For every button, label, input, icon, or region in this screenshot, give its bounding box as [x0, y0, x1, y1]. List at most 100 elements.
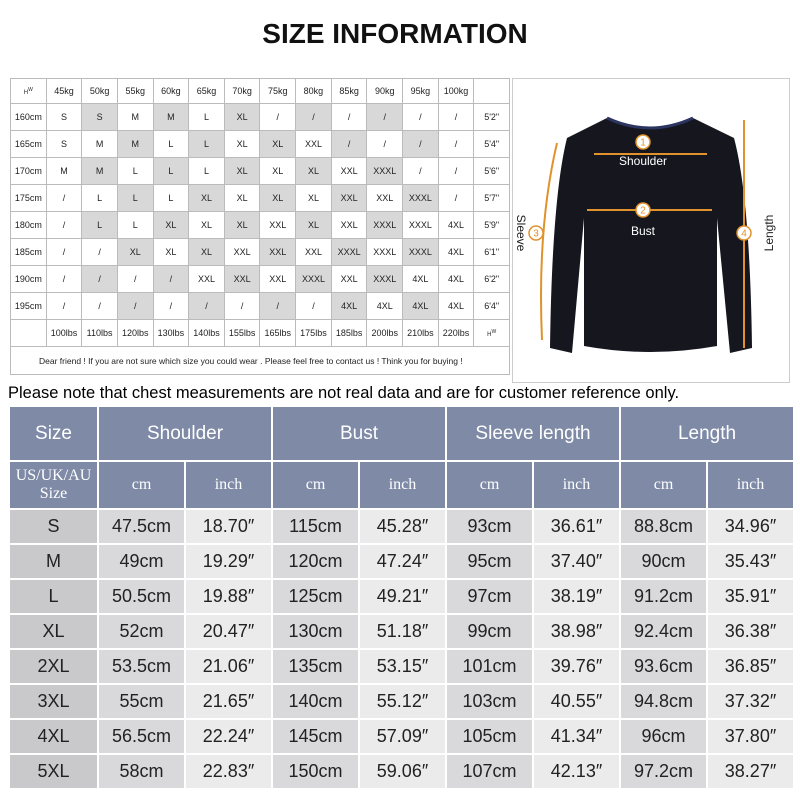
- size-cell: XL: [223, 211, 261, 239]
- size-cell: 4XL: [366, 292, 404, 320]
- subheader-cell: inch: [534, 462, 619, 508]
- corner-cell: HW: [10, 78, 47, 104]
- size-cell: /: [437, 184, 475, 212]
- weight-kg: 75kg: [259, 78, 297, 104]
- measure-cell: 47.24″: [360, 545, 445, 578]
- weight-kg: 90kg: [366, 78, 404, 104]
- subheader-cell: US/UK/AU Size: [10, 462, 97, 508]
- size-cell: XXXL: [295, 265, 332, 293]
- size-cell: 4XL: [402, 292, 439, 320]
- size-cell: L: [152, 157, 190, 185]
- label-badge: [635, 202, 651, 218]
- size-cell: /: [330, 103, 368, 131]
- size-cell: /: [437, 103, 475, 131]
- size-cell: L: [116, 157, 154, 185]
- size-cell: XL: [223, 184, 261, 212]
- size-cell: XL: [152, 238, 190, 266]
- size-cell: /: [81, 265, 118, 293]
- measure-cell: 91.2cm: [621, 580, 706, 613]
- weight-kg: 85kg: [330, 78, 368, 104]
- size-cell: /: [45, 184, 83, 212]
- size-cell: 4XL: [437, 238, 475, 266]
- size-label: S: [10, 510, 97, 543]
- height-feet: 6'4": [473, 292, 510, 320]
- weight-lbs: 165lbs: [259, 319, 297, 347]
- subheader-cell: cm: [273, 462, 358, 508]
- data-row: 4XL 56.5cm 22.24″ 145cm 57.09″ 105cm 41.34″ 96c…: [10, 720, 793, 753]
- data-row: XL 52cm 20.47″ 130cm 51.18″ 99cm 38.98″ 92.4cm 3…: [10, 615, 793, 648]
- size-label: 4XL: [10, 720, 97, 753]
- weight-kg: 45kg: [45, 78, 83, 104]
- size-cell: XL: [295, 157, 332, 185]
- size-cell: XXL: [223, 265, 261, 293]
- height-cm: 160cm: [10, 103, 47, 131]
- data-row: L 50.5cm 19.88″ 125cm 49.21″ 97cm 38.19″ 91.2cm…: [10, 580, 793, 613]
- measure-cell: 53.5cm: [99, 650, 184, 683]
- chart-row: 180cm / L L XL XL XL XXL XL XXL XXXL XXXL 4XL 5'9": [10, 211, 510, 239]
- size-cell: XL: [188, 238, 225, 266]
- measure-cell: 38.98″: [534, 615, 619, 648]
- height-cm: 185cm: [10, 238, 47, 266]
- size-cell: XXL: [330, 184, 368, 212]
- measure-cell: 56.5cm: [99, 720, 184, 753]
- measure-cell: 55.12″: [360, 685, 445, 718]
- size-label: L: [10, 580, 97, 613]
- size-cell: L: [188, 157, 225, 185]
- size-cell: L: [116, 184, 154, 212]
- chart-row: 195cm / / / / / / //4XL 4XL 4XL 4XL 6'4": [10, 292, 510, 320]
- size-cell: 4XL: [437, 211, 475, 239]
- header-row: HW 45kg 50kg 55kg 60kg 65kg 70kg 75kg 80kg 85kg 90…: [10, 78, 510, 104]
- size-cell: XL: [223, 130, 261, 158]
- size-cell: XXL: [259, 238, 297, 266]
- size-cell: /: [45, 292, 83, 320]
- size-cell: XL: [259, 130, 297, 158]
- measure-cell: 49.21″: [360, 580, 445, 613]
- weight-lbs: 185lbs: [330, 319, 368, 347]
- subheader-cell: cm: [621, 462, 706, 508]
- weight-lbs: 130lbs: [152, 319, 190, 347]
- size-cell: XXL: [295, 238, 332, 266]
- data-row: 2XL 53.5cm 21.06″ 135cm 53.15″ 101cm 39.76″ 93.…: [10, 650, 793, 683]
- height-cm: 195cm: [10, 292, 47, 320]
- weight-lbs: 100lbs: [45, 319, 83, 347]
- size-cell: M: [152, 103, 190, 131]
- height-cm: 175cm: [10, 184, 47, 212]
- size-cell: L: [188, 103, 225, 131]
- weight-lbs: 175lbs: [295, 319, 332, 347]
- size-cell: /: [188, 292, 225, 320]
- measure-cell: 103cm: [447, 685, 532, 718]
- size-cell: /: [116, 292, 154, 320]
- corner-w: W: [28, 86, 33, 93]
- size-cell: M: [45, 157, 83, 185]
- size-cell: M: [81, 130, 118, 158]
- measure-cell: 93.6cm: [621, 650, 706, 683]
- size-cell: S: [81, 103, 118, 131]
- subheader-cell: inch: [186, 462, 271, 508]
- size-cell: XL: [152, 211, 190, 239]
- measure-cell: 145cm: [273, 720, 358, 753]
- subheader-cell: cm: [99, 462, 184, 508]
- measure-cell: 59.06″: [360, 755, 445, 788]
- weight-lbs: 140lbs: [188, 319, 225, 347]
- measure-cell: 52cm: [99, 615, 184, 648]
- measure-cell: 49cm: [99, 545, 184, 578]
- size-cell: XXXL: [366, 157, 404, 185]
- size-cell: /: [152, 265, 190, 293]
- weight-lbs: 200lbs: [366, 319, 404, 347]
- measure-cell: 115cm: [273, 510, 358, 543]
- label-text: Shoulder: [619, 154, 667, 168]
- measure-cell: 50.5cm: [99, 580, 184, 613]
- column-header: Length: [621, 407, 793, 460]
- measure-cell: 120cm: [273, 545, 358, 578]
- label-text: Sleeve: [514, 215, 528, 252]
- size-cell: L: [81, 184, 118, 212]
- size-cell: M: [116, 130, 154, 158]
- size-cell: XL: [259, 157, 297, 185]
- weight-kg: 80kg: [295, 78, 332, 104]
- size-cell: /: [45, 238, 83, 266]
- size-cell: 4XL: [330, 292, 368, 320]
- size-cell: /: [295, 292, 332, 320]
- label-badge: [528, 225, 544, 241]
- measure-cell: 107cm: [447, 755, 532, 788]
- size-cell: XXXL: [402, 184, 439, 212]
